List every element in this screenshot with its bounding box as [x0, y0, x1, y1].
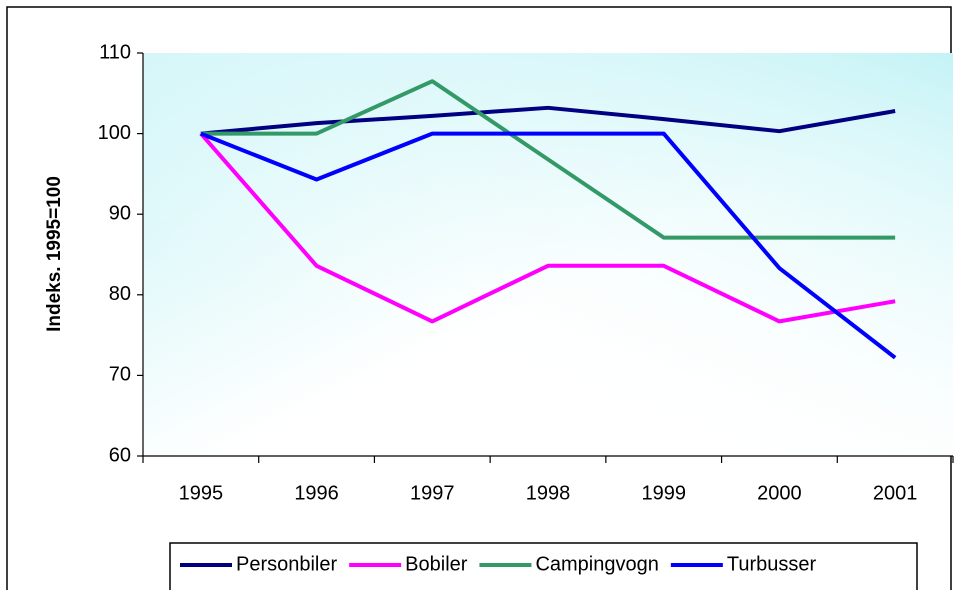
- series-line: [200, 105, 896, 136]
- legend-label: Campingvogn: [535, 553, 658, 575]
- y-tick-label: 100: [98, 122, 131, 144]
- x-tick-label: 1997: [410, 482, 455, 504]
- y-tick-label: 110: [99, 41, 131, 63]
- x-tick-label: 1999: [641, 482, 686, 504]
- series-line: [200, 131, 897, 360]
- x-tick-label: 2000: [757, 482, 802, 504]
- x-tick-label: 2001: [873, 482, 918, 504]
- series-line: [199, 132, 896, 324]
- x-tick-label: 1998: [526, 482, 571, 504]
- y-tick-label: 90: [109, 202, 131, 224]
- y-tick-label: 70: [109, 364, 131, 386]
- x-tick-label: 1995: [179, 482, 224, 504]
- series-line: [200, 79, 896, 240]
- legend-label: Bobiler: [405, 553, 468, 575]
- legend-label: Personbiler: [236, 553, 338, 575]
- legend-box: [169, 542, 918, 595]
- y-axis-label: Indeks. 1995=100: [44, 176, 65, 332]
- x-tick-label: 1996: [294, 482, 339, 504]
- legend-label: Turbusser: [727, 553, 817, 575]
- plot-area-shade: [143, 53, 953, 456]
- y-tick-label: 80: [109, 283, 131, 305]
- y-tick-label: 60: [109, 444, 131, 466]
